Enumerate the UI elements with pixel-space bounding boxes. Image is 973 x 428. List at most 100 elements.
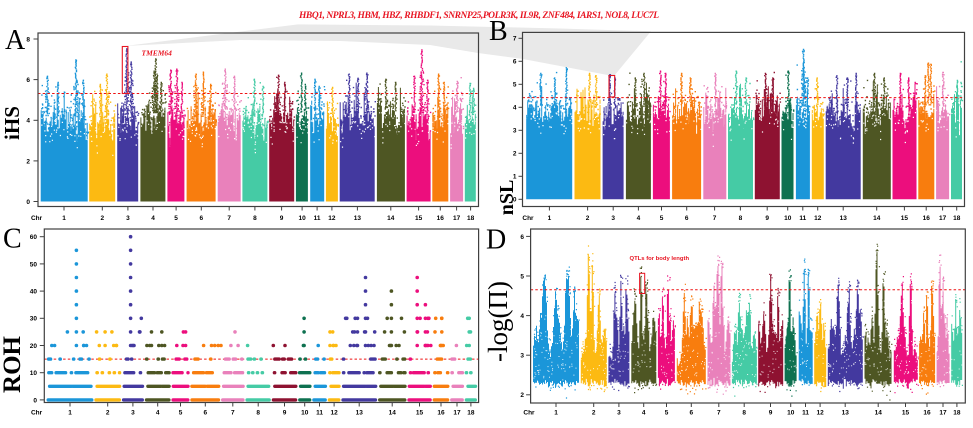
- svg-text:A: A: [5, 25, 26, 56]
- svg-text:12: 12: [814, 215, 822, 222]
- svg-text:C: C: [3, 224, 22, 255]
- svg-text:0: 0: [513, 197, 517, 204]
- svg-text:1: 1: [68, 409, 72, 416]
- svg-text:12: 12: [816, 409, 824, 416]
- svg-text:7: 7: [513, 36, 517, 43]
- svg-text:2: 2: [26, 158, 30, 165]
- svg-text:9: 9: [769, 409, 773, 416]
- svg-text:13: 13: [354, 215, 362, 222]
- svg-text:17: 17: [939, 409, 947, 416]
- svg-text:7: 7: [713, 215, 717, 222]
- svg-text:10: 10: [298, 215, 306, 222]
- svg-text:13: 13: [840, 215, 848, 222]
- svg-text:15: 15: [902, 409, 910, 416]
- svg-text:0: 0: [26, 199, 30, 206]
- svg-text:14: 14: [387, 215, 395, 222]
- svg-text:10: 10: [30, 370, 38, 377]
- svg-text:11: 11: [314, 215, 321, 222]
- svg-text:18: 18: [953, 215, 961, 222]
- svg-text:2: 2: [520, 392, 524, 399]
- svg-text:2: 2: [513, 151, 517, 158]
- svg-text:16: 16: [437, 409, 445, 416]
- svg-text:20: 20: [30, 343, 38, 350]
- svg-text:D: D: [486, 225, 506, 256]
- svg-text:0: 0: [33, 397, 37, 404]
- svg-text:6: 6: [203, 409, 207, 416]
- svg-text:4: 4: [513, 105, 517, 112]
- svg-text:15: 15: [416, 409, 424, 416]
- svg-text:17: 17: [453, 409, 461, 416]
- svg-text:3: 3: [126, 215, 130, 222]
- svg-text:14: 14: [873, 215, 881, 222]
- svg-text:8: 8: [256, 409, 260, 416]
- svg-text:15: 15: [415, 215, 423, 222]
- svg-text:5: 5: [513, 82, 517, 89]
- svg-text:18: 18: [467, 215, 475, 222]
- svg-text:5: 5: [665, 409, 669, 416]
- svg-text:8: 8: [739, 215, 743, 222]
- svg-text:5: 5: [179, 409, 183, 416]
- svg-text:4: 4: [642, 409, 646, 416]
- svg-text:ROH: ROH: [0, 335, 26, 393]
- svg-text:14: 14: [389, 409, 397, 416]
- svg-text:16: 16: [923, 215, 931, 222]
- svg-text:13: 13: [842, 409, 850, 416]
- svg-text:1: 1: [548, 215, 552, 222]
- svg-text:6: 6: [520, 234, 524, 241]
- svg-text:Chr: Chr: [31, 409, 43, 416]
- svg-text:18: 18: [467, 409, 475, 416]
- svg-text:18: 18: [953, 409, 961, 416]
- svg-text:8: 8: [26, 36, 30, 43]
- svg-text:-log(Π): -log(Π): [483, 281, 513, 362]
- svg-text:3: 3: [520, 353, 524, 360]
- svg-text:4: 4: [637, 215, 641, 222]
- svg-text:3: 3: [611, 215, 615, 222]
- svg-text:10: 10: [301, 409, 309, 416]
- svg-text:3: 3: [131, 409, 135, 416]
- svg-text:7: 7: [227, 215, 231, 222]
- svg-text:17: 17: [939, 215, 947, 222]
- svg-text:Chr: Chr: [31, 215, 43, 222]
- svg-text:4: 4: [520, 313, 524, 320]
- svg-text:10: 10: [787, 409, 795, 416]
- svg-text:40: 40: [30, 289, 38, 296]
- svg-text:60: 60: [30, 234, 38, 241]
- svg-text:9: 9: [280, 215, 284, 222]
- svg-text:5: 5: [520, 273, 524, 280]
- svg-text:nSL: nSL: [496, 180, 518, 216]
- svg-text:2: 2: [586, 215, 590, 222]
- svg-text:3: 3: [513, 128, 517, 135]
- svg-text:50: 50: [30, 261, 38, 268]
- svg-text:13: 13: [356, 409, 364, 416]
- svg-text:15: 15: [901, 215, 909, 222]
- svg-text:QTLs for body length: QTLs for body length: [630, 256, 690, 262]
- svg-text:12: 12: [328, 215, 336, 222]
- svg-text:9: 9: [765, 215, 769, 222]
- svg-text:5: 5: [660, 215, 664, 222]
- svg-text:9: 9: [283, 409, 287, 416]
- svg-text:iHS: iHS: [0, 106, 24, 140]
- svg-text:11: 11: [802, 409, 809, 416]
- svg-text:6: 6: [199, 215, 203, 222]
- svg-text:3: 3: [617, 409, 621, 416]
- svg-text:12: 12: [330, 409, 338, 416]
- svg-text:6: 6: [513, 59, 517, 66]
- svg-text:2: 2: [100, 215, 104, 222]
- svg-text:8: 8: [742, 409, 746, 416]
- svg-text:6: 6: [26, 77, 30, 84]
- svg-text:11: 11: [799, 215, 806, 222]
- svg-text:4: 4: [156, 409, 160, 416]
- svg-text:4: 4: [151, 215, 155, 222]
- svg-text:4: 4: [26, 118, 30, 125]
- svg-text:14: 14: [875, 409, 883, 416]
- svg-text:6: 6: [689, 409, 693, 416]
- svg-text:TMEM64: TMEM64: [142, 49, 173, 58]
- svg-text:11: 11: [316, 409, 323, 416]
- svg-text:2: 2: [592, 409, 596, 416]
- svg-text:2: 2: [106, 409, 110, 416]
- svg-text:HBQ1, NPRL3, HBM, HBZ, RHBDF1,: HBQ1, NPRL3, HBM, HBZ, RHBDF1, SNRNP25,P…: [298, 11, 659, 21]
- svg-text:16: 16: [437, 215, 445, 222]
- svg-text:6: 6: [685, 215, 689, 222]
- svg-text:30: 30: [30, 316, 38, 323]
- svg-text:1: 1: [62, 215, 66, 222]
